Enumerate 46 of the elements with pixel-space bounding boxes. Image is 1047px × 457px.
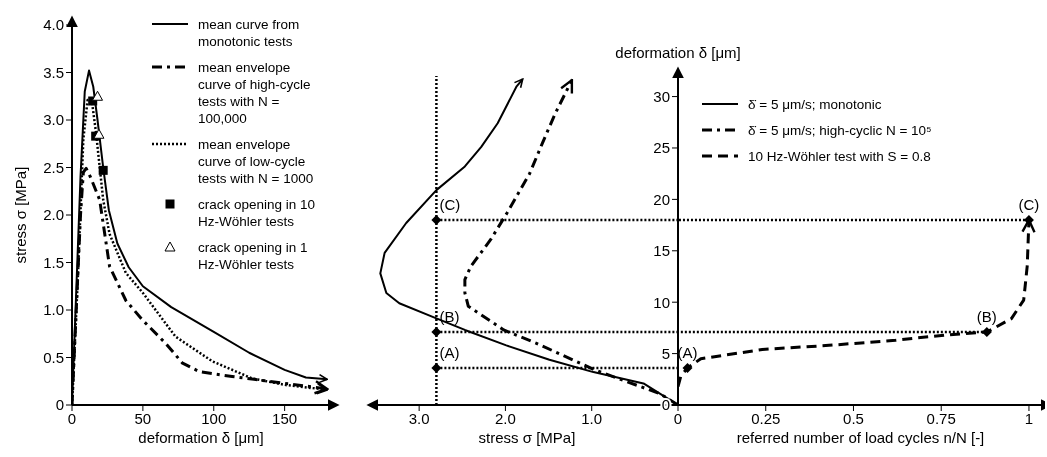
y-tick-label: 5 <box>661 344 670 362</box>
legend-label: mean envelope curve of high-cycle tests with N = 100,000 <box>198 59 312 127</box>
legend-label: mean envelope curve of low-cycle tests with N = 1000 <box>198 136 315 187</box>
y-tick-label: 1.5 <box>43 253 64 271</box>
x-tick-label: 0.75 <box>926 409 956 427</box>
x-tick-label: 2.0 <box>495 409 516 427</box>
y-tick-label: 15 <box>653 242 670 260</box>
y-tick-label: 2.0 <box>43 206 64 224</box>
text: δ̇ = 5 μm/s; high-cyclic N = 10⁵ <box>748 123 932 138</box>
x-tick-label: 0.25 <box>751 409 781 427</box>
y-tick-label: 1.0 <box>43 301 64 319</box>
x-tick-label: 3.0 <box>408 409 430 427</box>
y-tick-label: 0.5 <box>43 348 64 366</box>
y-axis-title: stress σ [MPa] <box>12 165 30 266</box>
x-tick-label: 100 <box>201 409 227 427</box>
x-tick-label: 1.0 <box>581 409 603 427</box>
x-axis-title: referred number of load cycles n/N [-] <box>735 429 986 446</box>
x-axis-title: deformation δ [μm] <box>137 429 265 446</box>
y-tick-label: 3.0 <box>43 111 64 129</box>
y-tick-label: 4.0 <box>43 16 64 34</box>
x-tick-label: 0 <box>67 409 77 427</box>
annotation: (A) <box>677 343 698 361</box>
y-tick-label: 0 <box>55 396 64 414</box>
x-axis-title: stress σ [MPa] <box>477 429 577 446</box>
legend-label: 10 Hz-Wöhler test with S = 0.8 <box>748 148 931 165</box>
legend-label: crack opening in 1 Hz-Wöhler tests <box>198 239 309 273</box>
legend-label: mean curve from monotonic tests <box>198 16 301 50</box>
annotation: (B) <box>975 308 998 325</box>
y-tick-label: 20 <box>653 190 670 208</box>
legend-label: crack opening in 10 Hz-Wöhler tests <box>198 196 317 230</box>
text: δ̇ = 5 μm/s; monotonic <box>748 97 882 112</box>
x-tick-label: 150 <box>272 409 298 427</box>
y-tick-label: 25 <box>653 139 670 157</box>
x-tick-label: 50 <box>134 409 152 427</box>
y-tick-label: 3.5 <box>43 63 64 81</box>
x-tick-label: 1 <box>1024 409 1034 427</box>
y-tick-label: 10 <box>653 293 670 311</box>
x-tick-label: 0 <box>673 409 683 427</box>
annotation: (A) <box>439 343 460 361</box>
y-axis-title: deformation δ [μm] <box>614 44 742 61</box>
y-tick-label: 2.5 <box>43 158 64 176</box>
x-tick-label: 0.5 <box>843 409 864 427</box>
annotation: (C) <box>1017 195 1041 213</box>
annotation: (B) <box>439 308 460 325</box>
annotation: (C) <box>439 195 461 213</box>
y-tick-label: 30 <box>653 87 670 105</box>
